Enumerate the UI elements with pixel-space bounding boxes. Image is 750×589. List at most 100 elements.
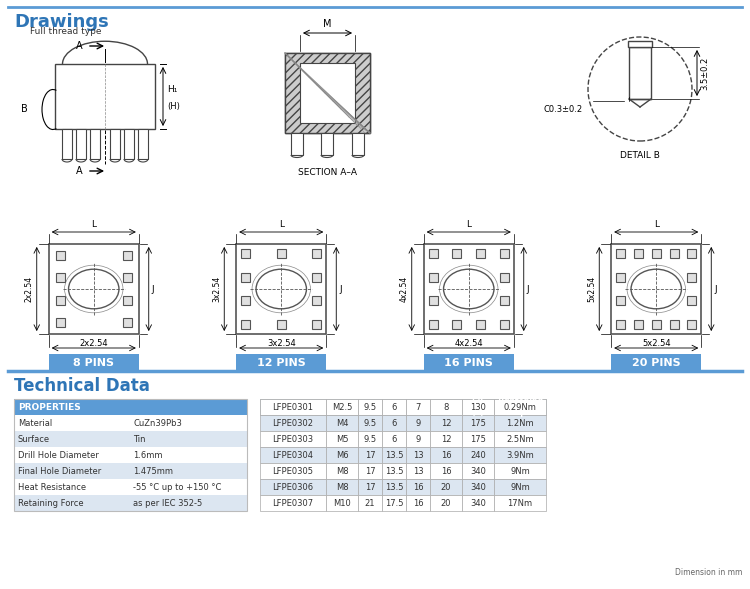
Bar <box>406 399 430 415</box>
Text: M6: M6 <box>336 451 348 459</box>
FancyBboxPatch shape <box>123 251 132 260</box>
Text: LFPE0304: LFPE0304 <box>272 451 314 459</box>
Bar <box>494 447 546 463</box>
FancyBboxPatch shape <box>634 320 643 329</box>
Text: 9.5: 9.5 <box>364 419 376 428</box>
Text: LFPE0303: LFPE0303 <box>272 435 314 444</box>
Text: 5x2.54: 5x2.54 <box>642 339 670 348</box>
Bar <box>260 479 326 495</box>
Bar <box>424 354 514 372</box>
FancyBboxPatch shape <box>277 249 286 258</box>
Bar <box>611 354 701 372</box>
Text: L: L <box>416 402 421 412</box>
FancyBboxPatch shape <box>242 296 250 305</box>
Bar <box>406 415 430 431</box>
Text: 21: 21 <box>364 498 375 508</box>
FancyBboxPatch shape <box>452 320 461 329</box>
Text: 6: 6 <box>392 435 397 444</box>
Text: L: L <box>466 220 471 229</box>
Bar <box>76 129 86 159</box>
Text: LFPE0306: LFPE0306 <box>272 482 314 491</box>
Bar <box>462 495 494 511</box>
Bar <box>300 63 355 123</box>
Text: Dimension in mm: Dimension in mm <box>675 568 742 577</box>
Text: M10: M10 <box>333 498 351 508</box>
Text: 4x2.54: 4x2.54 <box>400 276 409 302</box>
Bar <box>406 479 430 495</box>
Text: 9.5: 9.5 <box>364 402 376 412</box>
FancyBboxPatch shape <box>616 273 626 282</box>
Text: H: H <box>367 402 374 412</box>
FancyBboxPatch shape <box>670 249 679 258</box>
Text: 16: 16 <box>413 498 423 508</box>
Text: 17: 17 <box>364 451 375 459</box>
Text: M: M <box>338 402 346 412</box>
FancyBboxPatch shape <box>56 251 64 260</box>
Text: 0.29Nm: 0.29Nm <box>503 402 536 412</box>
FancyBboxPatch shape <box>687 273 696 282</box>
Bar <box>285 53 370 133</box>
Bar <box>462 431 494 447</box>
Bar <box>260 415 326 431</box>
Text: 1.475mm: 1.475mm <box>133 466 173 475</box>
Text: Drawings: Drawings <box>14 13 109 31</box>
Bar <box>358 399 382 415</box>
Text: Drawing No.: Drawing No. <box>266 402 320 412</box>
Bar <box>430 479 462 495</box>
Bar <box>382 431 406 447</box>
Text: J: J <box>526 284 530 293</box>
FancyBboxPatch shape <box>500 249 508 258</box>
Text: 8: 8 <box>443 402 448 412</box>
Text: 3.5±0.2: 3.5±0.2 <box>700 57 709 90</box>
Text: J: J <box>152 284 154 293</box>
Text: 17.5: 17.5 <box>385 498 404 508</box>
FancyBboxPatch shape <box>670 320 679 329</box>
Text: 3.9Nm: 3.9Nm <box>506 451 534 459</box>
Text: M8: M8 <box>336 482 348 491</box>
FancyBboxPatch shape <box>56 318 64 327</box>
Text: H₁: H₁ <box>389 402 399 412</box>
Text: Tightening
Torque: Tightening Torque <box>496 398 544 416</box>
FancyBboxPatch shape <box>652 320 661 329</box>
Text: 9.5: 9.5 <box>364 435 376 444</box>
Text: LFPE0307: LFPE0307 <box>272 498 314 508</box>
Text: LFPE0301: LFPE0301 <box>272 402 314 412</box>
Text: M2.5: M2.5 <box>332 402 352 412</box>
Bar <box>430 399 462 415</box>
Text: 9: 9 <box>416 435 421 444</box>
FancyBboxPatch shape <box>500 296 508 305</box>
Text: PROPERTIES: PROPERTIES <box>18 402 81 412</box>
Text: 2x2.54: 2x2.54 <box>80 339 108 348</box>
Bar <box>49 354 139 372</box>
Text: C0.3±0.2: C0.3±0.2 <box>544 105 583 114</box>
Text: 7: 7 <box>416 402 421 412</box>
FancyBboxPatch shape <box>687 296 696 305</box>
Circle shape <box>588 37 692 141</box>
Bar <box>382 399 406 415</box>
Text: 20: 20 <box>441 498 452 508</box>
Bar <box>236 354 326 372</box>
Text: J: J <box>339 284 342 293</box>
FancyBboxPatch shape <box>429 249 438 258</box>
Ellipse shape <box>443 269 494 309</box>
Bar <box>430 399 462 415</box>
Text: 340: 340 <box>470 482 486 491</box>
Text: Full thread type: Full thread type <box>30 27 101 36</box>
Text: LFPE0302: LFPE0302 <box>272 419 314 428</box>
Text: M5: M5 <box>336 435 348 444</box>
FancyBboxPatch shape <box>429 320 438 329</box>
Text: M: M <box>323 19 332 29</box>
Bar <box>494 415 546 431</box>
Text: Material: Material <box>18 419 53 428</box>
Bar <box>494 399 546 415</box>
Bar <box>90 129 100 159</box>
Text: 12: 12 <box>441 419 452 428</box>
Bar <box>382 447 406 463</box>
Text: H₁: H₁ <box>167 85 177 94</box>
Bar <box>628 41 652 47</box>
Bar <box>494 399 546 415</box>
Text: Surface: Surface <box>18 435 50 444</box>
Bar <box>260 431 326 447</box>
Bar <box>260 399 326 415</box>
Bar <box>14 447 247 463</box>
